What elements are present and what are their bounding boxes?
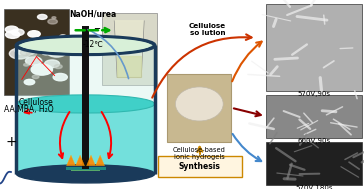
Circle shape — [50, 46, 58, 50]
Text: 570V,90s: 570V,90s — [297, 91, 331, 97]
FancyBboxPatch shape — [158, 156, 242, 177]
Circle shape — [44, 60, 60, 68]
Circle shape — [5, 26, 18, 33]
Circle shape — [60, 35, 66, 38]
Polygon shape — [67, 155, 75, 166]
Bar — [71, 170, 100, 171]
Bar — [167, 74, 231, 142]
Circle shape — [24, 64, 29, 66]
Circle shape — [9, 48, 30, 59]
Ellipse shape — [16, 95, 155, 113]
Bar — [266, 4, 362, 91]
Text: 570V,180s: 570V,180s — [295, 185, 333, 189]
Polygon shape — [117, 56, 141, 77]
Bar — [16, 104, 155, 174]
Text: NaOH/urea: NaOH/urea — [69, 10, 116, 19]
Circle shape — [23, 49, 35, 55]
Text: AA,MBA, H₂O: AA,MBA, H₂O — [4, 105, 53, 114]
Text: -12℃: -12℃ — [82, 40, 103, 49]
Circle shape — [54, 64, 62, 69]
Text: Synthesis: Synthesis — [178, 162, 221, 171]
Circle shape — [25, 57, 42, 65]
Circle shape — [24, 79, 35, 85]
Circle shape — [32, 75, 39, 79]
Circle shape — [12, 29, 24, 36]
Text: Cellulose
so lution: Cellulose so lution — [189, 23, 226, 36]
Bar — [82, 26, 89, 169]
Ellipse shape — [16, 165, 155, 183]
Circle shape — [48, 19, 58, 24]
Circle shape — [31, 64, 52, 75]
Circle shape — [28, 31, 40, 37]
Circle shape — [37, 14, 47, 19]
Circle shape — [15, 46, 31, 54]
Polygon shape — [87, 155, 95, 166]
Circle shape — [52, 17, 56, 19]
Circle shape — [47, 47, 66, 57]
Text: 600V,90s: 600V,90s — [297, 138, 331, 144]
Circle shape — [5, 31, 20, 38]
Text: Cellulose: Cellulose — [19, 98, 54, 107]
Polygon shape — [96, 155, 104, 166]
Text: −: − — [94, 24, 100, 33]
Polygon shape — [114, 21, 144, 77]
Polygon shape — [76, 155, 84, 166]
Bar — [66, 167, 106, 170]
Bar — [4, 9, 69, 94]
Circle shape — [53, 74, 67, 81]
Circle shape — [26, 51, 37, 57]
Ellipse shape — [175, 87, 223, 121]
Bar — [16, 45, 155, 104]
Circle shape — [42, 50, 51, 55]
Ellipse shape — [16, 36, 155, 54]
Circle shape — [38, 45, 51, 52]
Circle shape — [57, 44, 71, 51]
Bar — [102, 13, 157, 85]
Bar — [266, 142, 362, 185]
Text: Cellulose-based
ionic hydrogels: Cellulose-based ionic hydrogels — [173, 147, 226, 160]
Ellipse shape — [20, 38, 151, 53]
Bar — [266, 94, 362, 138]
Circle shape — [20, 50, 30, 55]
Text: +: + — [5, 135, 17, 149]
